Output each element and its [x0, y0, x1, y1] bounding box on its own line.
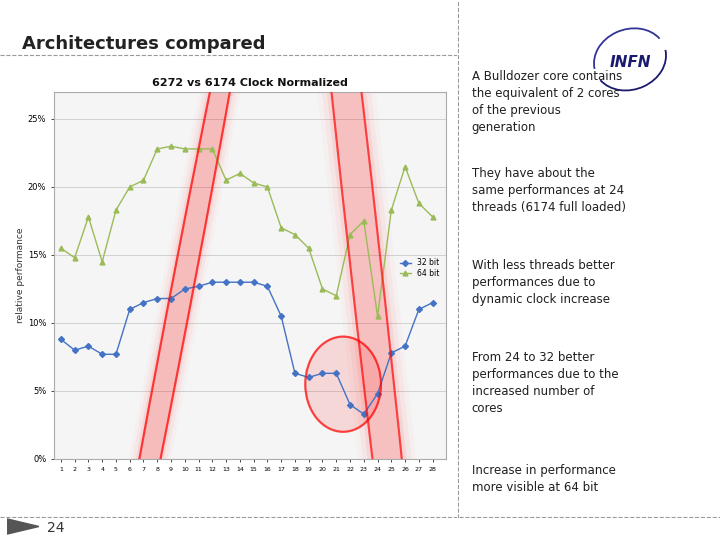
Y-axis label: relative performance: relative performance	[16, 228, 25, 323]
32 bit	[222, 279, 230, 286]
64 bit	[249, 180, 258, 186]
64 bit	[387, 207, 396, 213]
Text: They have about the
same performances at 24
threads (6174 full loaded): They have about the same performances at…	[472, 167, 626, 214]
Line: 64 bit: 64 bit	[58, 144, 435, 319]
32 bit	[167, 295, 176, 302]
64 bit	[112, 207, 120, 213]
64 bit	[415, 200, 423, 207]
Polygon shape	[7, 519, 39, 534]
32 bit	[428, 299, 437, 306]
64 bit	[373, 313, 382, 320]
64 bit	[194, 146, 203, 152]
64 bit	[181, 146, 189, 152]
Text: With less threads better
performances due to
dynamic clock increase: With less threads better performances du…	[472, 259, 614, 306]
64 bit	[401, 164, 410, 170]
32 bit	[235, 279, 244, 286]
Text: Architectures compared: Architectures compared	[22, 35, 265, 53]
32 bit	[139, 299, 148, 306]
64 bit	[346, 231, 354, 238]
32 bit	[125, 306, 134, 313]
64 bit	[305, 245, 313, 252]
32 bit	[346, 401, 354, 408]
32 bit	[387, 350, 396, 356]
64 bit	[71, 254, 79, 261]
32 bit	[291, 370, 300, 376]
Text: INFN: INFN	[609, 55, 651, 70]
32 bit	[263, 283, 271, 289]
64 bit	[428, 214, 437, 220]
64 bit	[125, 184, 134, 190]
32 bit	[112, 351, 120, 357]
Ellipse shape	[288, 0, 439, 540]
32 bit	[277, 313, 286, 320]
32 bit	[401, 343, 410, 349]
32 bit	[71, 347, 79, 354]
Ellipse shape	[305, 336, 381, 432]
Legend: 32 bit, 64 bit: 32 bit, 64 bit	[397, 255, 443, 281]
Text: 24: 24	[47, 521, 64, 535]
64 bit	[318, 286, 327, 292]
32 bit	[359, 411, 368, 417]
32 bit	[57, 336, 66, 342]
32 bit	[84, 343, 93, 349]
32 bit	[153, 295, 161, 302]
Title: 6272 vs 6174 Clock Normalized: 6272 vs 6174 Clock Normalized	[152, 78, 348, 88]
32 bit	[98, 351, 107, 357]
64 bit	[57, 245, 66, 252]
64 bit	[208, 146, 217, 152]
32 bit	[318, 370, 327, 376]
64 bit	[332, 293, 341, 299]
32 bit	[415, 306, 423, 313]
32 bit	[332, 370, 341, 376]
64 bit	[222, 177, 230, 184]
Ellipse shape	[266, 0, 462, 540]
32 bit	[208, 279, 217, 286]
64 bit	[359, 218, 368, 224]
32 bit	[373, 390, 382, 397]
32 bit	[249, 279, 258, 286]
32 bit	[305, 374, 313, 381]
Text: Increase in performance
more visible at 64 bit: Increase in performance more visible at …	[472, 464, 616, 495]
Text: A Bulldozer core contains
the equivalent of 2 cores
of the previous
generation: A Bulldozer core contains the equivalent…	[472, 70, 622, 134]
32 bit	[181, 286, 189, 292]
64 bit	[139, 177, 148, 184]
Ellipse shape	[81, 0, 274, 540]
64 bit	[263, 184, 271, 190]
64 bit	[277, 225, 286, 231]
64 bit	[291, 231, 300, 238]
Line: 32 bit: 32 bit	[59, 280, 435, 416]
Ellipse shape	[53, 0, 303, 540]
64 bit	[167, 143, 176, 150]
64 bit	[235, 170, 244, 177]
64 bit	[98, 259, 107, 265]
Text: From 24 to 32 better
performances due to the
increased number of
cores: From 24 to 32 better performances due to…	[472, 351, 618, 415]
64 bit	[153, 146, 161, 152]
32 bit	[194, 283, 203, 289]
64 bit	[84, 214, 93, 220]
